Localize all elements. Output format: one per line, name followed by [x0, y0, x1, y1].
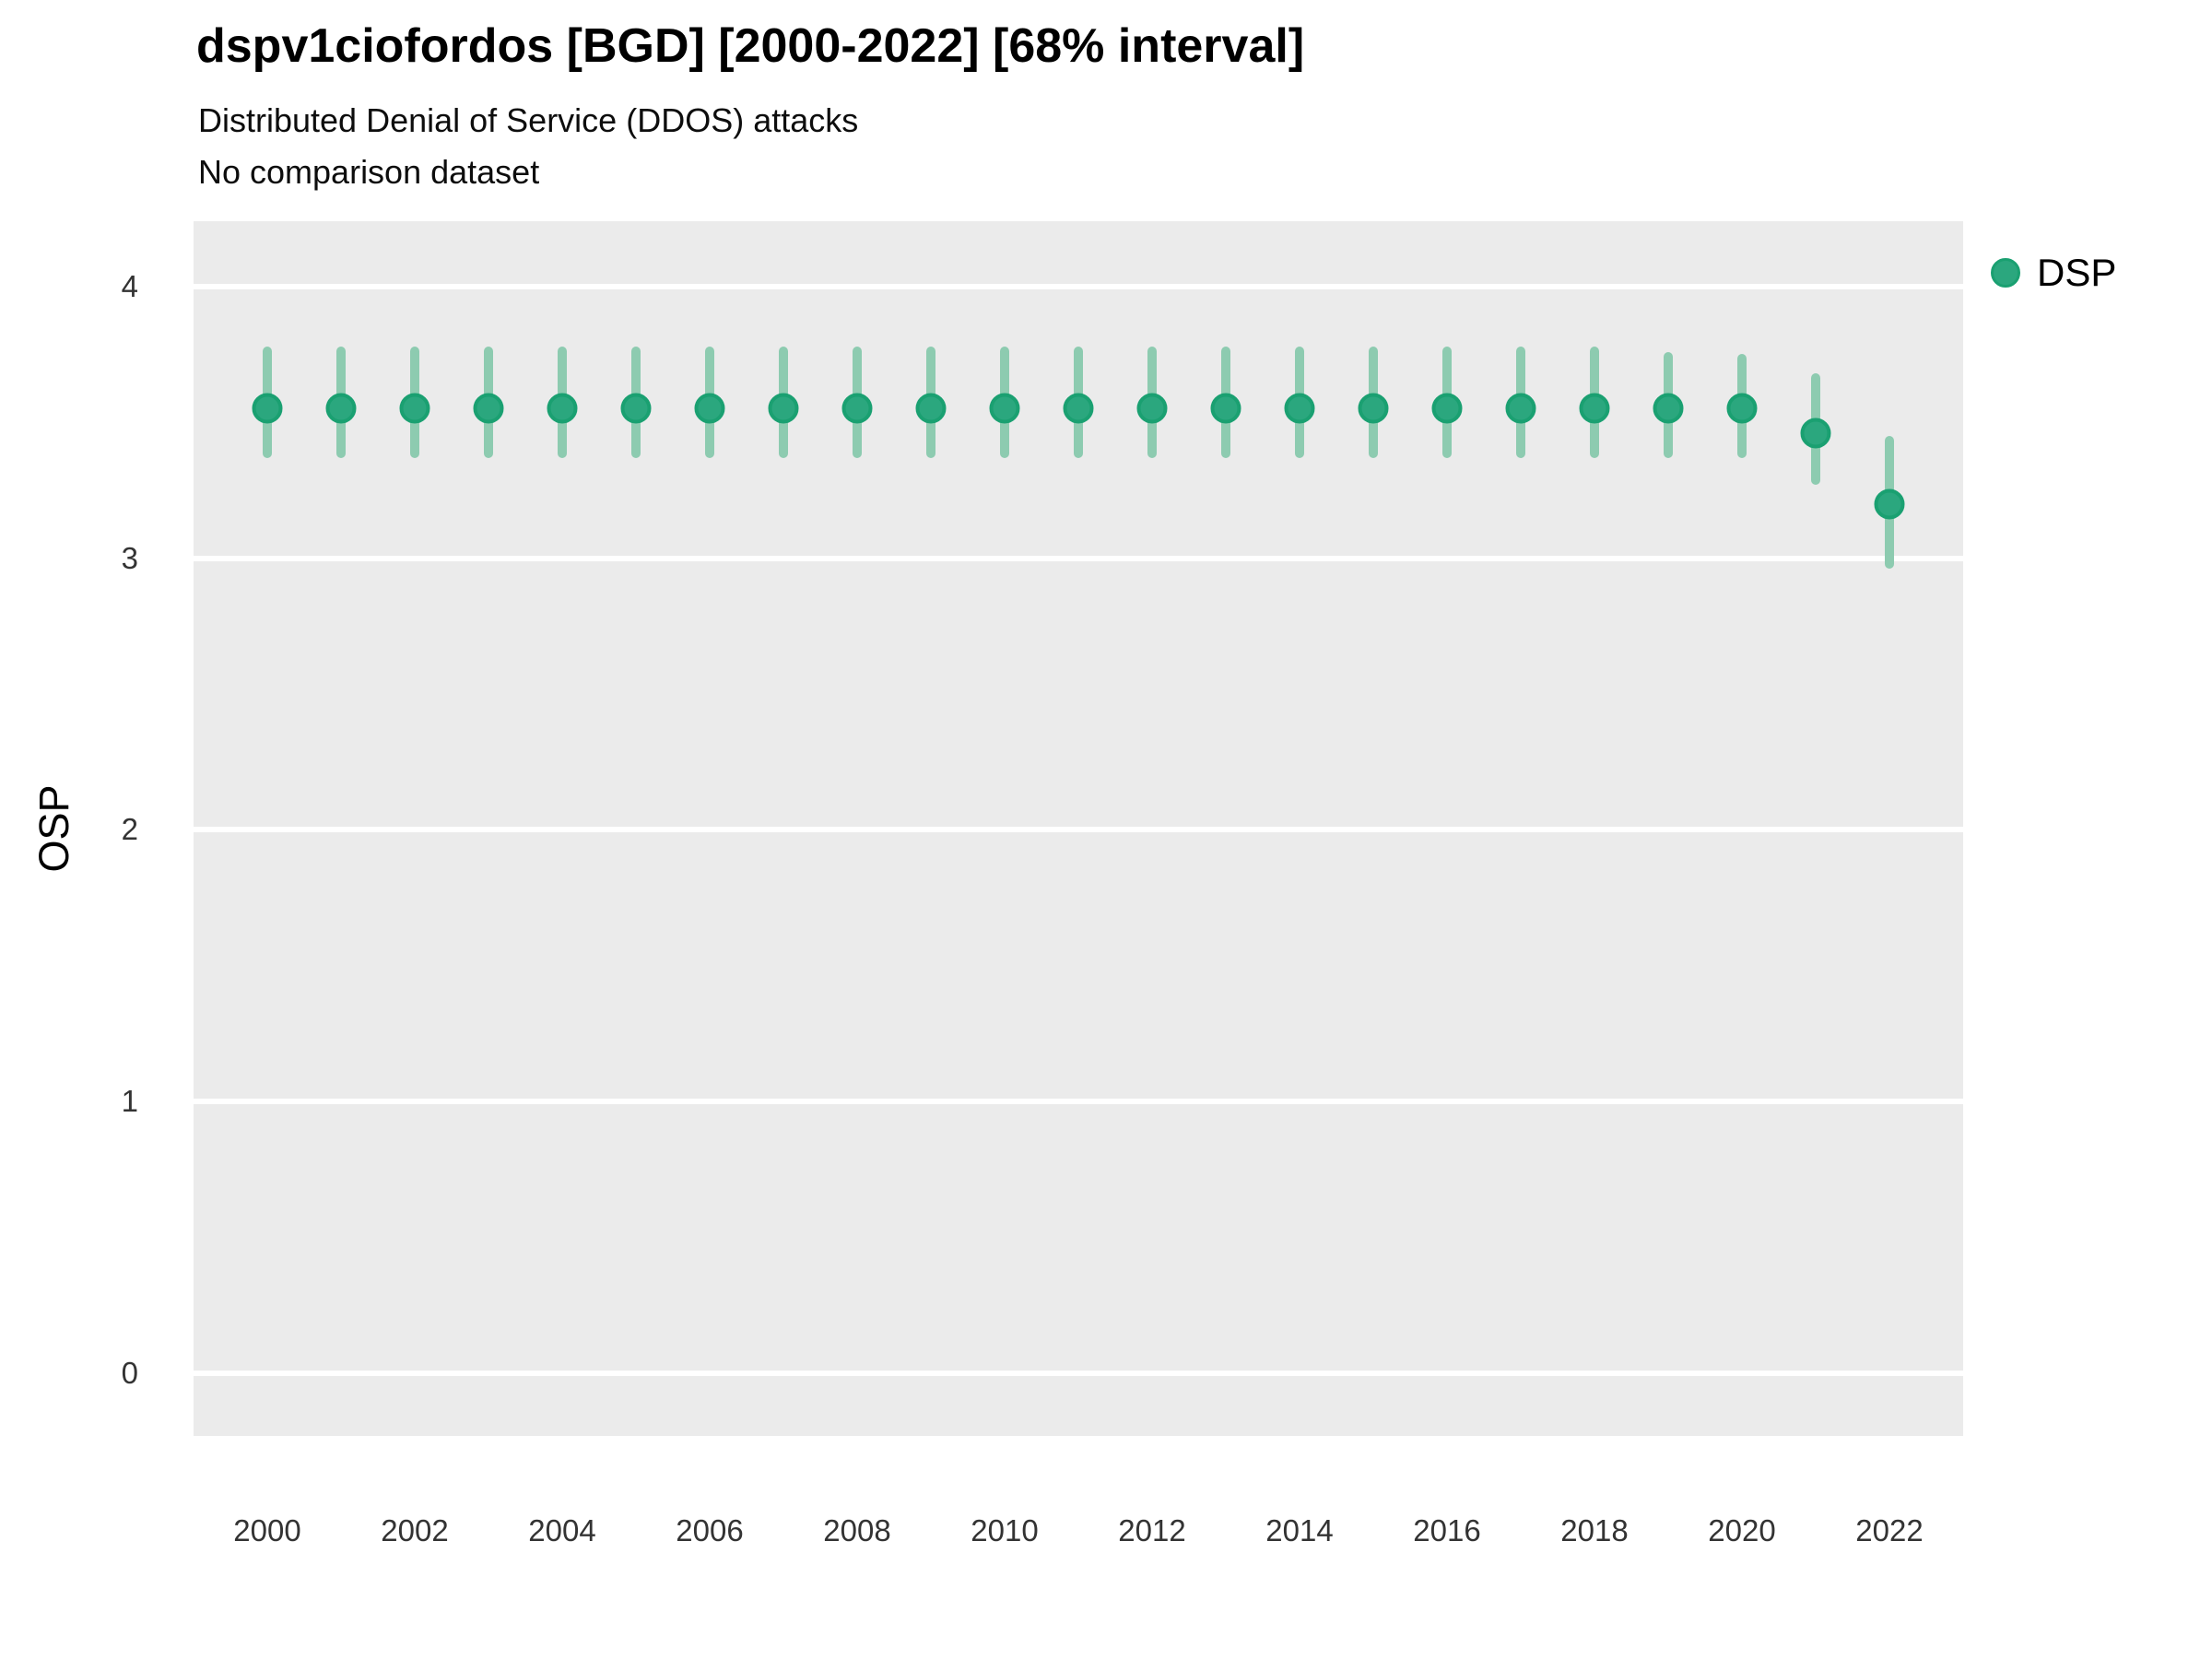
- y-tick-label-4: 4: [121, 268, 138, 303]
- y-tick-label-2: 2: [121, 812, 138, 847]
- data-point-2013: [1210, 393, 1241, 424]
- x-tick-label-2022: 2022: [1855, 1513, 1924, 1547]
- data-point-2012: [1136, 393, 1168, 424]
- data-point-2001: [325, 393, 357, 424]
- y-tick-label-0: 0: [121, 1356, 138, 1391]
- data-point-2016: [1431, 393, 1463, 424]
- data-point-2017: [1505, 393, 1536, 424]
- data-point-2008: [841, 393, 873, 424]
- gridline-y-0: [194, 1371, 1963, 1377]
- gridline-y-4: [194, 283, 1963, 289]
- x-tick-label-2006: 2006: [676, 1513, 744, 1547]
- x-tick-label-2018: 2018: [1560, 1513, 1629, 1547]
- data-point-2005: [620, 393, 652, 424]
- x-tick-label-2000: 2000: [233, 1513, 301, 1547]
- data-point-2020: [1726, 393, 1758, 424]
- data-point-2000: [252, 393, 283, 424]
- data-point-2006: [694, 393, 725, 424]
- data-point-2004: [547, 393, 578, 424]
- x-tick-label-2008: 2008: [823, 1513, 891, 1547]
- data-point-2003: [473, 393, 504, 424]
- legend: DSP: [1991, 251, 2116, 295]
- x-tick-label-2004: 2004: [528, 1513, 596, 1547]
- data-point-2010: [989, 393, 1020, 424]
- legend-dsp-label: DSP: [2037, 251, 2117, 294]
- gridline-y-1: [194, 1099, 1963, 1105]
- chart-subtitle: Distributed Denial of Service (DDOS) att…: [198, 101, 859, 139]
- x-tick-label-2002: 2002: [381, 1513, 449, 1547]
- gridline-y-2: [194, 827, 1963, 833]
- data-point-2021: [1800, 418, 1831, 449]
- legend-dsp-dot-icon: [1991, 258, 2020, 288]
- chart-title: dspv1ciofordos [BGD] [2000-2022] [68% in…: [196, 19, 1305, 73]
- x-tick-label-2010: 2010: [971, 1513, 1039, 1547]
- data-point-2022: [1874, 488, 1905, 520]
- x-tick-label-2014: 2014: [1265, 1513, 1334, 1547]
- data-point-2009: [915, 393, 947, 424]
- plot-panel: [194, 221, 1963, 1436]
- data-point-2019: [1653, 393, 1684, 424]
- data-point-2011: [1063, 393, 1094, 424]
- y-tick-label-1: 1: [121, 1084, 138, 1119]
- data-point-2015: [1358, 393, 1389, 424]
- data-point-2014: [1284, 393, 1315, 424]
- gridline-y-3: [194, 555, 1963, 561]
- x-tick-label-2020: 2020: [1708, 1513, 1776, 1547]
- x-tick-label-2016: 2016: [1413, 1513, 1481, 1547]
- data-point-2018: [1579, 393, 1610, 424]
- data-point-2007: [768, 393, 799, 424]
- y-tick-label-3: 3: [121, 540, 138, 575]
- data-point-2002: [399, 393, 430, 424]
- x-tick-label-2012: 2012: [1118, 1513, 1186, 1547]
- comparison-note: No comparison dataset: [198, 153, 540, 191]
